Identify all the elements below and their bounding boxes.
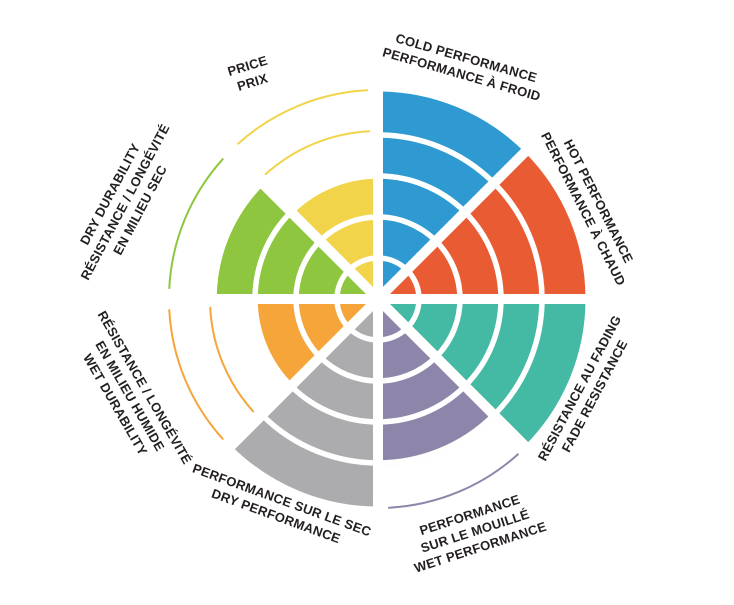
wet-durability-level-5-arc	[168, 308, 224, 440]
dry-durability-label-line-1: RÉSISTANCE / LONGÉVITÉ	[77, 121, 172, 282]
price-level-5-arc	[237, 89, 369, 145]
wedges-layer	[211, 91, 586, 507]
cold-performance-label: COLD PERFORMANCEPERFORMANCE À FROID	[381, 28, 547, 104]
sector-divider-5	[223, 295, 382, 454]
wet-performance-level-5-arc	[387, 453, 519, 509]
sector-dividers-layer	[164, 85, 592, 513]
wet-durability-label: RÉSISTANCE / LONGÉVITÉEN MILIEU HUMIDEWE…	[65, 308, 195, 483]
price-label: PRICEPRIX	[226, 53, 275, 96]
wet-performance-label: PERFORMANCESUR LE MOUILLÉWET PERFORMANCE	[402, 486, 549, 576]
dry-durability-level-5-arc	[168, 158, 224, 290]
wet-durability-level-4-arc	[209, 306, 255, 413]
sector-divider-7	[223, 144, 382, 303]
remaining-level-arcs-layer	[168, 89, 519, 509]
price-label-text: PRICEPRIX	[226, 53, 275, 96]
cold-performance-label-text: COLD PERFORMANCEPERFORMANCE À FROID	[381, 28, 547, 104]
wet-performance-label-text: PERFORMANCESUR LE MOUILLÉWET PERFORMANCE	[402, 486, 549, 575]
sector-divider-1	[374, 144, 533, 303]
price-level-4-arc	[264, 130, 371, 176]
dry-durability-label-text: DRY DURABILITYRÉSISTANCE / LONGÉVITÉEN M…	[62, 113, 187, 290]
wet-durability-label-text: RÉSISTANCE / LONGÉVITÉEN MILIEU HUMIDEWE…	[65, 308, 195, 483]
dry-durability-label: DRY DURABILITYRÉSISTANCE / LONGÉVITÉEN M…	[62, 113, 187, 290]
sector-divider-3	[374, 295, 533, 454]
